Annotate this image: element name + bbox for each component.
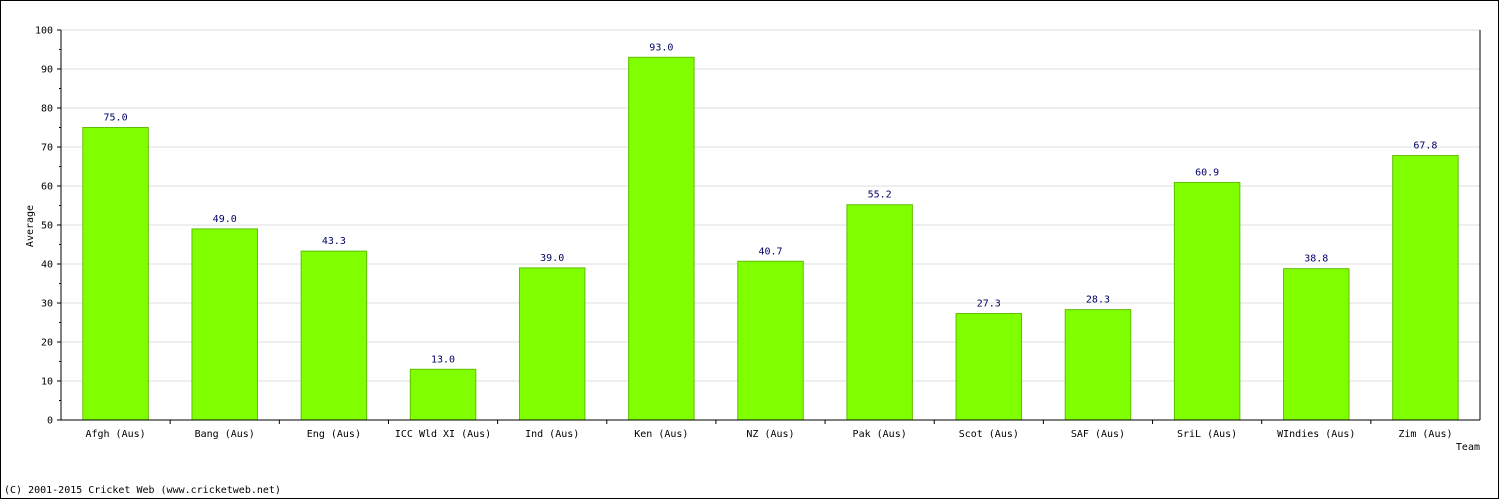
x-tick-label: Bang (Aus) (195, 429, 255, 440)
grid-lines (61, 29, 1480, 382)
copyright-footer: (C) 2001-2015 Cricket Web (www.cricketwe… (4, 485, 281, 496)
x-axis-label: Team (1456, 442, 1480, 453)
bar (1173, 181, 1241, 421)
x-tick-label: Pak (Aus) (853, 429, 907, 440)
y-tick-label: 0 (47, 416, 53, 427)
bar (82, 127, 149, 421)
x-tick-label: ICC Wld XI (Aus) (395, 429, 491, 440)
x-tick-label: Afgh (Aus) (85, 429, 145, 440)
bar (1064, 309, 1132, 421)
y-tick-label: 60 (41, 182, 53, 193)
bar (191, 228, 258, 421)
x-tick-label: SAF (Aus) (1071, 429, 1125, 440)
x-tick-label: Scot (Aus) (959, 429, 1019, 440)
bar (846, 204, 913, 421)
bar-value-label: 55.2 (868, 190, 892, 201)
bar (737, 260, 804, 421)
y-axis-label: Average (25, 205, 36, 247)
x-tick-label: Ken (Aus) (634, 429, 688, 440)
bar-value-label: 75.0 (104, 113, 128, 124)
x-tick-label: Ind (Aus) (525, 429, 579, 440)
bar-value-label: 40.7 (758, 246, 782, 257)
bar-value-label: 93.0 (649, 42, 673, 53)
bar-value-label: 28.3 (1086, 295, 1110, 306)
bar-value-label: 27.3 (977, 299, 1001, 310)
y-tick-label: 30 (41, 299, 53, 310)
x-tick-label: WIndies (Aus) (1277, 429, 1355, 440)
bars: 75.0 49.0 43.3 13.0 39.0 93.0 40.7 55.2 27.3 28.3… (82, 42, 1459, 421)
bar (628, 56, 695, 421)
x-tick-label: Eng (Aus) (307, 429, 361, 440)
x-tick-label: NZ (Aus) (746, 429, 794, 440)
bar-value-label: 49.0 (213, 214, 237, 225)
y-tick-label: 20 (41, 338, 53, 349)
y-tick-label: 40 (41, 260, 53, 271)
bar-value-label: 38.8 (1304, 254, 1328, 265)
bar-value-label: 13.0 (431, 354, 455, 365)
bar (1283, 268, 1350, 421)
y-tick-label: 70 (41, 143, 53, 154)
bar (409, 368, 477, 421)
y-tick-label: 90 (41, 65, 53, 76)
axes: 0 10 20 30 40 50 60 70 80 90 100 Afgh (Aus) Bang (Au… (35, 26, 1481, 440)
bar (518, 267, 586, 421)
bar (1392, 155, 1459, 421)
x-tick-label: Zim (Aus) (1398, 429, 1452, 440)
y-tick-label: 10 (41, 377, 53, 388)
bar-value-label: 60.9 (1195, 167, 1219, 178)
y-tick-label: 80 (41, 104, 53, 115)
bar (300, 250, 368, 421)
bar (955, 313, 1023, 421)
x-tick-label: SriL (Aus) (1177, 429, 1237, 440)
bar-value-label: 43.3 (322, 236, 346, 247)
bar-value-label: 39.0 (540, 253, 564, 264)
y-tick-label: 50 (41, 221, 53, 232)
bar-value-label: 67.8 (1413, 141, 1437, 152)
y-tick-label: 100 (35, 26, 53, 37)
